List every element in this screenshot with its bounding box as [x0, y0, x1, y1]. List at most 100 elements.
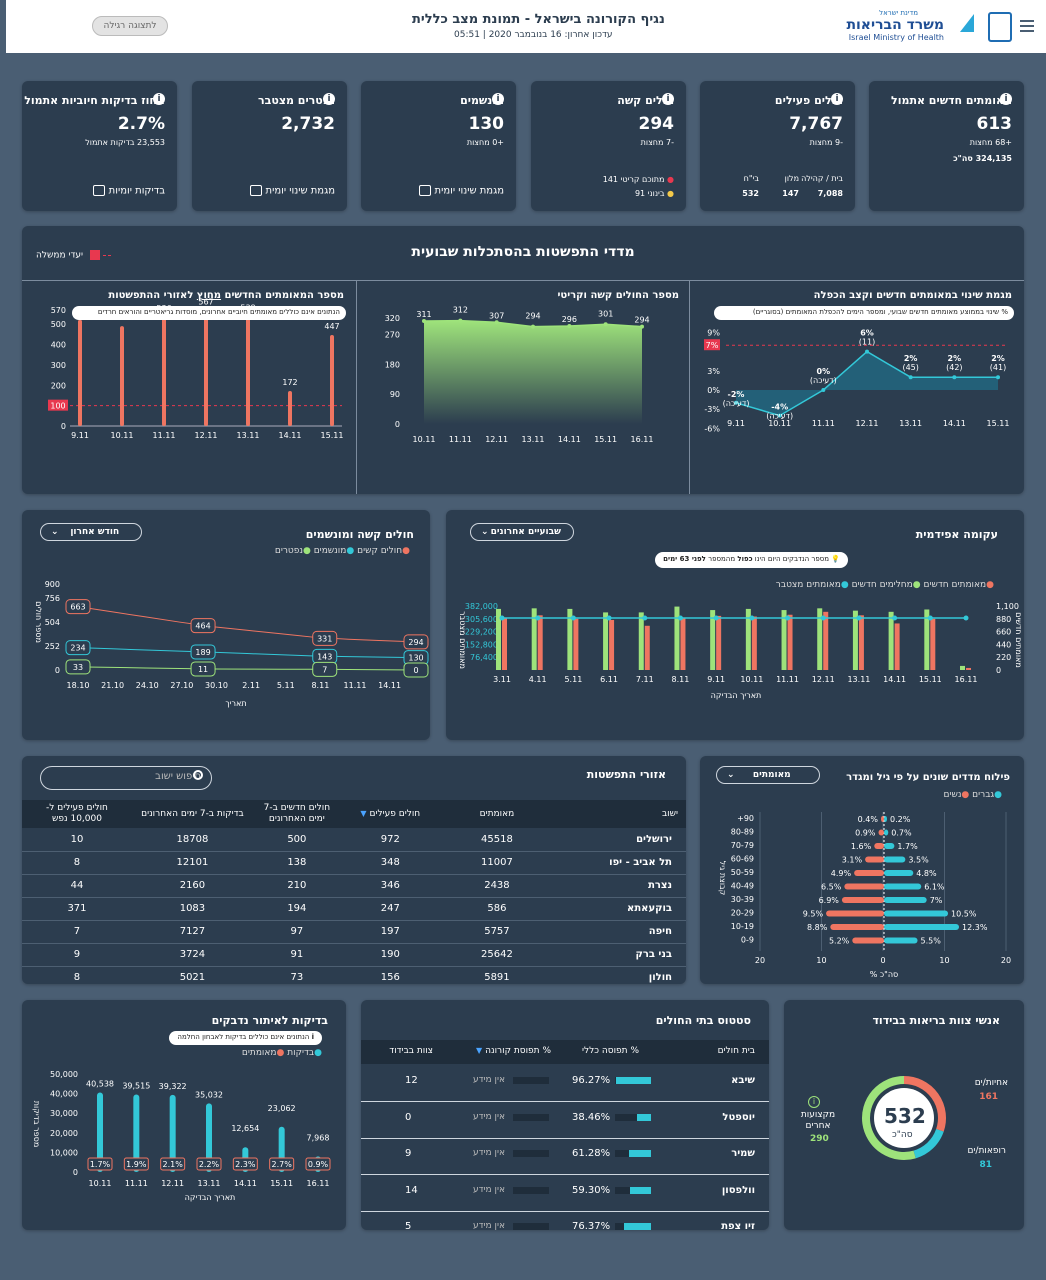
daily-trend-link[interactable]: מגמת שינוי יומית	[249, 185, 335, 197]
table-row[interactable]: ירושלים 45518 972 500 18708 10	[22, 828, 686, 851]
column-header[interactable]: % תפוסה כללי	[582, 1046, 639, 1056]
column-header[interactable]: % תפוסת קורונה▼	[476, 1046, 551, 1056]
y-tick: 50,000	[50, 1070, 78, 1079]
column-header[interactable]: ישוב	[554, 800, 686, 828]
kpi-title: נפטרים מצטבר	[258, 94, 335, 107]
hospital-row[interactable]: שיבא 96.27% אין מידע 12	[361, 1066, 769, 1102]
cell-value: 45518	[481, 833, 513, 845]
men-bar	[884, 843, 895, 849]
table-row[interactable]: תל אביב - יפו 11007 348 138 12101 8	[22, 851, 686, 874]
doctors-label: רופאות/ים	[967, 1146, 1006, 1156]
occupancy-value: 38.46%	[572, 1111, 611, 1123]
target-label-bg	[704, 339, 720, 351]
bar	[246, 316, 250, 426]
epi-period-dropdown[interactable]: ⌄ שבועיים אחרונים	[470, 523, 574, 541]
ventilated-label-box	[190, 644, 216, 660]
kpi-card[interactable]: אחוז בדיקות חיוביות אתמול i 2.7% 23,553 בדי…	[22, 81, 177, 211]
column-header-label: צוות בבידוד	[389, 1046, 433, 1056]
y-tick: 0	[395, 420, 400, 429]
cell-value: 5021	[179, 972, 206, 983]
deceased-label-box	[312, 661, 338, 677]
table-row[interactable]: נצרת 2438 346 210 2160 44	[22, 874, 686, 897]
x-axis-label: תאריך הבדיקה	[711, 691, 762, 700]
table-row[interactable]: חיפה 5757 197 97 7127 7	[22, 920, 686, 943]
info-icon[interactable]: i	[831, 93, 843, 105]
column-header[interactable]: מאומתים	[440, 800, 554, 828]
info-icon[interactable]: i	[323, 93, 335, 105]
menu-icon[interactable]	[1020, 20, 1034, 32]
column-header[interactable]: חולים פעילים ל- 10,000 נפש	[22, 800, 132, 828]
kpi-card[interactable]: מונשמים i 130 +0 מחצות מגמת שינוי יומית	[361, 81, 516, 211]
deceased-label-box	[403, 662, 429, 678]
sort-desc-icon: ▼	[475, 1046, 483, 1055]
kpi-card[interactable]: נפטרים מצטבר i 2,732 מגמת שינוי יומית	[192, 81, 347, 211]
chart-new-cases-outside: 50040030020010005701009.1149110.1153611.…	[48, 298, 343, 440]
x-tick: 18.10	[67, 681, 90, 690]
severe-ventilated-panel: חולים קשה ומונשמים ⌄ חודש אחרון ●חולים קש…	[22, 510, 430, 740]
staff-total: 532	[884, 1104, 926, 1128]
column-header[interactable]: חולים פעילים▼	[341, 800, 440, 828]
y-tick: 3%	[707, 367, 720, 376]
info-icon[interactable]: i	[808, 1096, 820, 1108]
y-tick: 900	[45, 580, 60, 589]
y-tick: 9%	[707, 328, 720, 337]
area	[736, 351, 998, 416]
regular-view-button[interactable]: לתצוגה רגילה	[92, 16, 168, 36]
city-name: תל אביב - יפו	[609, 857, 672, 868]
x-tick: 13.11	[198, 1179, 221, 1188]
women-label: 9.5%	[803, 910, 824, 919]
kpi-critical: ● מתוכם קריטי 141	[602, 175, 674, 184]
pct-box	[196, 1157, 222, 1171]
hospital-row[interactable]: זיו צפת 76.37% אין מידע 5	[361, 1212, 769, 1230]
info-icon[interactable]: i	[492, 93, 504, 105]
kpi-card[interactable]: חולים קשה i 294 -7 מחצות ● מתוכם קריטי 141 ● …	[531, 81, 686, 211]
women-label: 4.9%	[831, 869, 852, 878]
info-icon[interactable]: i	[662, 93, 674, 105]
staff-isolation: 12	[405, 1075, 418, 1086]
pyramid-metric-dropdown[interactable]: ⌄ מאומתים	[716, 766, 820, 784]
x-tick: 14.11	[378, 681, 401, 690]
y-tick-top: 570	[51, 306, 66, 315]
state-emblem-icon	[988, 12, 1012, 42]
recovered-bar	[531, 608, 537, 670]
men-bar	[884, 856, 906, 863]
deceased-line	[77, 666, 417, 671]
tests-label: 7,968	[307, 1133, 330, 1142]
corona-value: אין מידע	[473, 1221, 506, 1230]
x-tick: 12.11	[856, 419, 879, 428]
x-tick: 14.11	[234, 1179, 257, 1188]
legend-men: גברים	[972, 790, 995, 800]
kpi-card[interactable]: חולים פעילים i 7,767 -9 מחצות בית / קהילה 7,0…	[700, 81, 855, 211]
cell-value: 97	[290, 926, 304, 937]
table-row[interactable]: חולון 5891 156 73 5021 8	[22, 966, 686, 984]
hospital-row[interactable]: יוספטל 38.46% אין מידע 0	[361, 1103, 769, 1139]
kpi-card[interactable]: מאומתים חדשים אתמול i 613 +68 מחצות 324,135 …	[869, 81, 1024, 211]
column-header[interactable]: חולים חדשים ב-7 ימים האחרונים	[253, 800, 341, 828]
column-header[interactable]: צוות בבידוד	[389, 1046, 433, 1056]
age-tick: 70-79	[731, 841, 754, 850]
point-label: 294	[525, 312, 540, 321]
table-row[interactable]: בני ברק 25642 190 91 3724 9	[22, 943, 686, 966]
staff-isolation: 14	[405, 1184, 418, 1196]
staff-isolation: 0	[405, 1111, 412, 1123]
column-header-label: ישוב	[661, 808, 678, 819]
deceased-label-box	[65, 659, 91, 675]
target-label-bg	[48, 399, 68, 411]
search-input[interactable]: חיפוש ישוב	[40, 766, 212, 790]
hospital-row[interactable]: שמיר 61.28% אין מידע 9	[361, 1139, 769, 1175]
column-header[interactable]: בדיקות ב-7 ימים האחרונים	[132, 800, 253, 828]
men-label: 7%	[930, 896, 943, 905]
dropdown-label: מאומתים	[752, 770, 791, 780]
daily-trend-link[interactable]: בדיקות יומיות	[92, 185, 165, 197]
column-header[interactable]: בית חולים	[718, 1046, 755, 1056]
info-icon[interactable]: i	[1000, 93, 1012, 105]
point	[865, 349, 869, 354]
daily-trend-link[interactable]: מגמת שינוי יומית	[418, 185, 504, 197]
severe-period-dropdown[interactable]: ⌄ חודש אחרון	[40, 523, 142, 541]
hospital-row[interactable]: וולפסון 59.30% אין מידע 14	[361, 1176, 769, 1212]
table-row[interactable]: בוקעאתא 586 247 194 1083 371	[22, 897, 686, 920]
spread-metrics-panel: מדדי התפשטות בהסתכלות שבועית יעדי ממשלה …	[22, 226, 1024, 494]
men-label: 0.2%	[890, 815, 911, 824]
info-icon[interactable]: i	[153, 93, 165, 105]
tests-title: בדיקות לאיתור נדבקים	[211, 1014, 328, 1027]
